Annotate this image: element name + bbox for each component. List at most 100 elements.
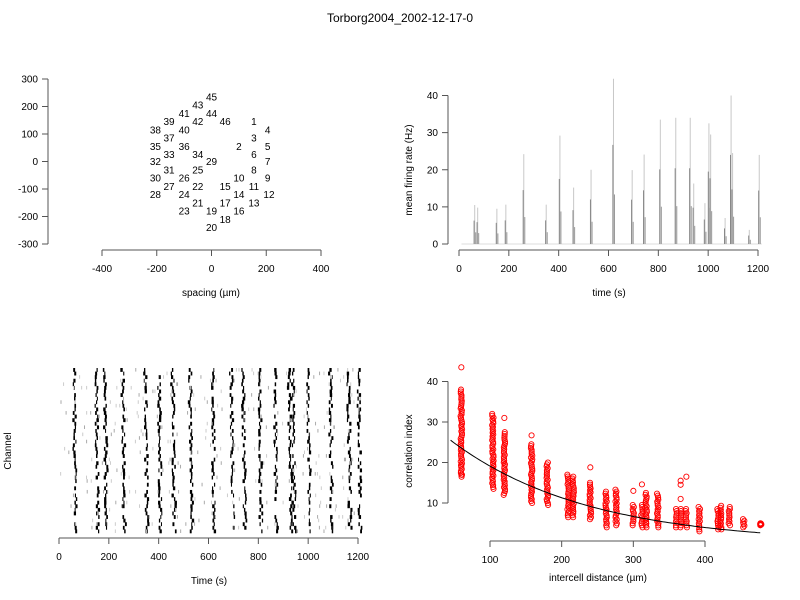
raster-spike (293, 439, 295, 444)
raster-spike (243, 464, 246, 469)
raster-spike (231, 375, 234, 380)
raster-spike (190, 414, 192, 419)
raster-spike (145, 382, 147, 387)
electrode-label: 17 (220, 198, 232, 209)
correlation-y-tick-label: 20 (427, 458, 439, 469)
electrode-label: 32 (150, 157, 162, 168)
raster-spike (291, 371, 294, 376)
raster-spike (122, 464, 124, 469)
electrode-label: 25 (192, 165, 204, 176)
raster-spike (105, 525, 108, 530)
correlation-point (726, 503, 733, 511)
raster-spike (98, 529, 100, 534)
electrode-label: 46 (220, 117, 232, 128)
raster-spike (307, 457, 310, 462)
correlation-point (739, 516, 747, 523)
raster-spike (358, 368, 361, 372)
raster-spike (214, 500, 216, 505)
raster-spike (99, 436, 101, 440)
raster-spike (147, 518, 150, 523)
raster-spike (273, 472, 277, 476)
raster-spike (160, 472, 163, 476)
raster-spike (94, 378, 97, 383)
raster-spike (326, 504, 328, 508)
raster-spike (190, 475, 193, 480)
raster-spike (123, 371, 125, 376)
raster-spike (325, 454, 327, 458)
raster-spike (103, 489, 105, 494)
raster-spike (146, 428, 148, 433)
raster-spike (330, 461, 333, 466)
raster-spike (82, 432, 84, 437)
electrode-label: 41 (179, 109, 191, 120)
raster-spike (211, 421, 213, 426)
raster-spike (315, 493, 317, 498)
raster-spike (288, 497, 292, 502)
raster-spike (159, 382, 161, 387)
raster-spike (122, 454, 125, 458)
raster-spike (330, 515, 333, 519)
raster-spike (229, 385, 232, 390)
raster-spike (253, 371, 255, 376)
raster-spike (74, 421, 77, 426)
raster-spike (332, 425, 334, 429)
raster-spike (258, 375, 260, 380)
raster-spike (286, 385, 290, 390)
correlation-point (654, 508, 661, 515)
raster-spike (105, 428, 107, 433)
raster-spike (158, 489, 161, 494)
correlation-point (677, 477, 684, 484)
raster-x-tick-label: 1000 (297, 552, 320, 563)
raster-spike (185, 522, 187, 526)
raster-spike (258, 421, 261, 426)
raster-x-tick-label: 1200 (347, 552, 370, 563)
raster-spike (95, 454, 98, 458)
raster-spike (242, 479, 245, 484)
raster-spike (134, 439, 136, 444)
raster-spike (347, 411, 349, 415)
raster-spike (86, 411, 88, 415)
raster-spike (123, 500, 125, 505)
raster-spike (213, 446, 216, 451)
raster-spike (230, 450, 233, 455)
raster-spike (157, 385, 159, 390)
raster-spike (259, 522, 261, 527)
electrode-label: 40 (179, 125, 191, 136)
raster-spike (306, 411, 308, 415)
raster-spike (174, 500, 177, 505)
raster-spike (104, 414, 107, 419)
raster-spike (243, 411, 245, 415)
raster-spike (110, 432, 112, 437)
raster-spike (241, 425, 244, 430)
raster-spike (330, 375, 332, 379)
correlation-point (490, 461, 497, 468)
raster-spike (238, 525, 240, 530)
raster-spike (274, 497, 277, 502)
raster-spike (212, 511, 215, 516)
raster-spike (169, 439, 171, 444)
raster-spike (231, 378, 234, 383)
raster-spike (330, 385, 333, 390)
raster-spike (358, 378, 361, 383)
raster-spike (96, 522, 98, 526)
raster-spike (289, 418, 291, 422)
raster-spike (156, 414, 158, 419)
raster-spike (244, 489, 246, 494)
raster-spike (190, 504, 193, 509)
raster-axes: 0 200 400 600 800 1000 1200 (56, 537, 370, 563)
raster-spike (343, 375, 345, 379)
raster-spike (144, 472, 147, 476)
raster-spike (188, 425, 191, 430)
raster-spike (345, 457, 347, 462)
raster-spike (242, 371, 244, 376)
raster-spike (212, 504, 215, 509)
raster-spike (303, 450, 305, 455)
raster-spike (170, 504, 172, 508)
raster-spike (211, 407, 213, 412)
raster-spike (289, 461, 291, 466)
raster-spike (191, 525, 193, 530)
raster-spike (277, 468, 279, 473)
raster-spike (121, 382, 124, 387)
raster-spike (349, 421, 352, 426)
raster-spike (211, 475, 214, 480)
